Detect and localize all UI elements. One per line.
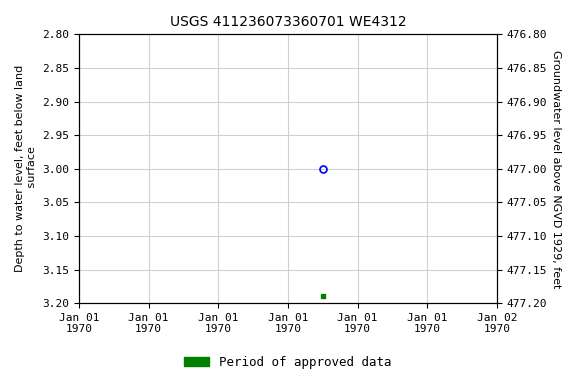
Y-axis label: Groundwater level above NGVD 1929, feet: Groundwater level above NGVD 1929, feet: [551, 50, 561, 288]
Title: USGS 411236073360701 WE4312: USGS 411236073360701 WE4312: [169, 15, 406, 29]
Y-axis label: Depth to water level, feet below land
 surface: Depth to water level, feet below land su…: [15, 65, 37, 272]
Legend: Period of approved data: Period of approved data: [179, 351, 397, 374]
